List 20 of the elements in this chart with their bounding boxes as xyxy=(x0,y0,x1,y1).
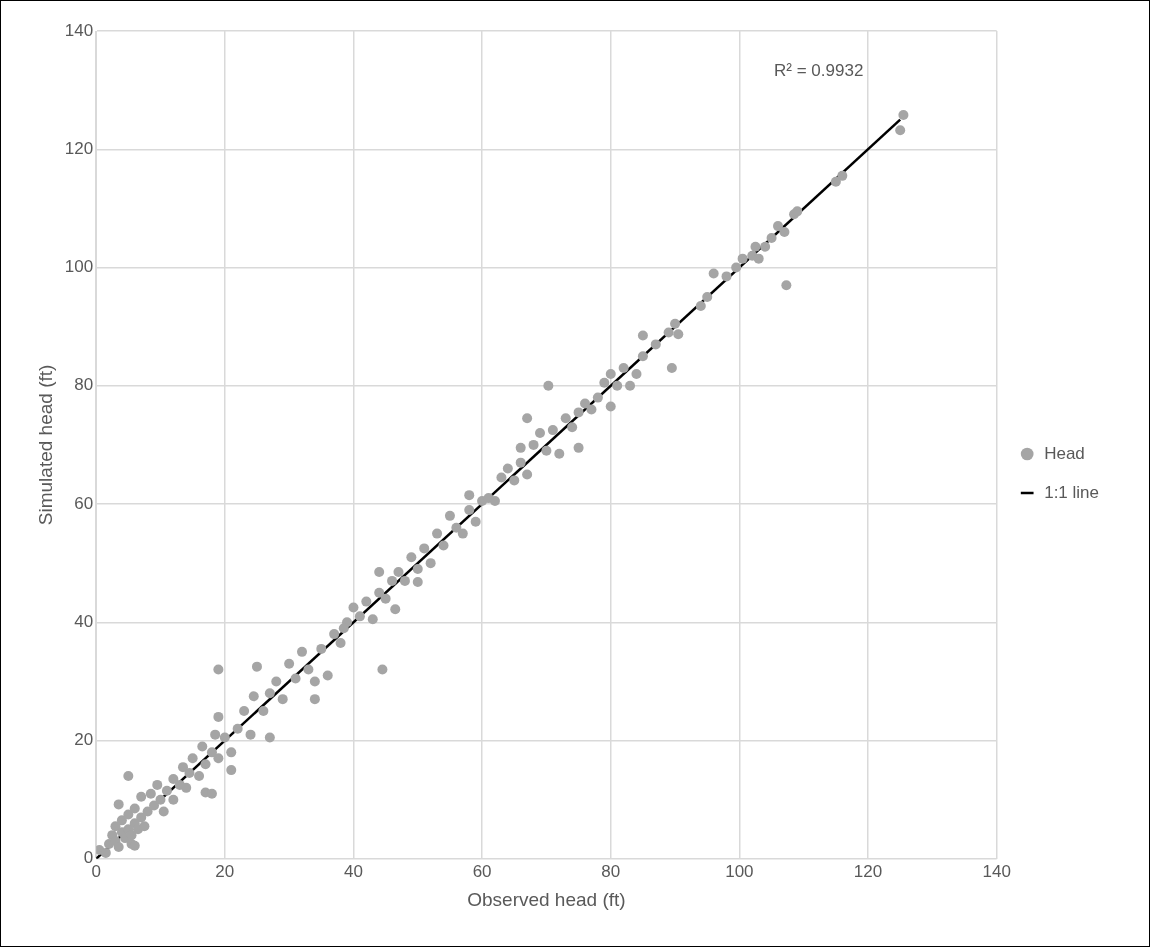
x-tick-label: 100 xyxy=(725,861,754,881)
x-axis-title: Observed head (ft) xyxy=(467,888,626,910)
x-tick-label: 140 xyxy=(982,861,1011,881)
y-tick-label: 140 xyxy=(64,20,94,40)
x-tick-label: 120 xyxy=(853,861,883,881)
y-tick-label: 80 xyxy=(74,375,94,395)
x-tick-label: 40 xyxy=(343,861,363,881)
y-axis-title: Simulated head (ft) xyxy=(34,364,56,526)
y-tick-label: 120 xyxy=(64,138,94,158)
legend-label: Head xyxy=(1044,443,1085,463)
y-tick-label: 40 xyxy=(74,611,94,631)
y-tick-label: 60 xyxy=(74,493,94,513)
legend-label: 1:1 line xyxy=(1044,482,1100,502)
x-tick-label: 20 xyxy=(215,861,235,881)
x-tick-label: 80 xyxy=(601,861,621,881)
y-tick-label: 100 xyxy=(64,257,94,277)
x-tick-label: 60 xyxy=(472,861,492,881)
y-tick-label: 0 xyxy=(83,848,94,868)
annotation: R² = 0.9932 xyxy=(774,60,864,80)
y-tick-label: 20 xyxy=(74,730,94,750)
